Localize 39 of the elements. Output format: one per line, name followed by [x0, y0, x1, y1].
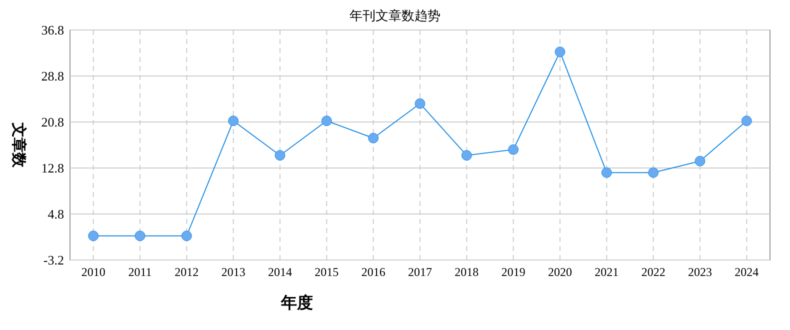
point — [694, 156, 706, 166]
x-tick-label: 2017 — [408, 265, 432, 279]
x-tick-label: 2024 — [734, 265, 759, 279]
point — [554, 46, 566, 58]
point — [228, 116, 239, 126]
y-tick-label: 28.8 — [41, 68, 64, 84]
x-tick-label: 2020 — [548, 265, 572, 279]
point — [461, 150, 472, 161]
x-tick-label: 2016 — [361, 265, 386, 279]
point — [741, 116, 752, 126]
y-axis-title: 文章数 — [10, 122, 28, 168]
point — [368, 132, 379, 144]
y-tick-label: 36.8 — [41, 22, 64, 38]
x-tick-label: 2012 — [174, 265, 199, 279]
x-tick-label: 2019 — [501, 265, 526, 279]
point — [508, 144, 519, 155]
point — [648, 167, 659, 178]
x-tick-label: 2011 — [128, 265, 152, 279]
point — [601, 167, 612, 178]
point — [88, 230, 99, 242]
x-tick-label: 2018 — [454, 265, 479, 279]
x-tick-label: 2013 — [221, 265, 246, 279]
x-tick-label: 2022 — [641, 265, 666, 279]
point — [321, 116, 332, 126]
x-tick-label: 2023 — [688, 265, 712, 279]
point — [134, 230, 146, 242]
x-tick-label: 2010 — [81, 265, 106, 279]
y-tick-label: 12.8 — [41, 160, 64, 176]
y-tick-label: -3.2 — [43, 252, 64, 268]
point — [414, 98, 426, 109]
point — [181, 230, 192, 242]
x-tick-label: 2021 — [594, 265, 619, 279]
y-tick-label: 4.8 — [48, 206, 64, 222]
y-tick-label: 20.8 — [41, 114, 64, 130]
x-tick-label: 2015 — [314, 265, 339, 279]
chart-title: 年刊文章数趋势 — [350, 8, 440, 23]
x-axis-title: 年度 — [280, 293, 313, 312]
point — [274, 150, 286, 161]
x-tick-label: 2014 — [268, 265, 292, 279]
